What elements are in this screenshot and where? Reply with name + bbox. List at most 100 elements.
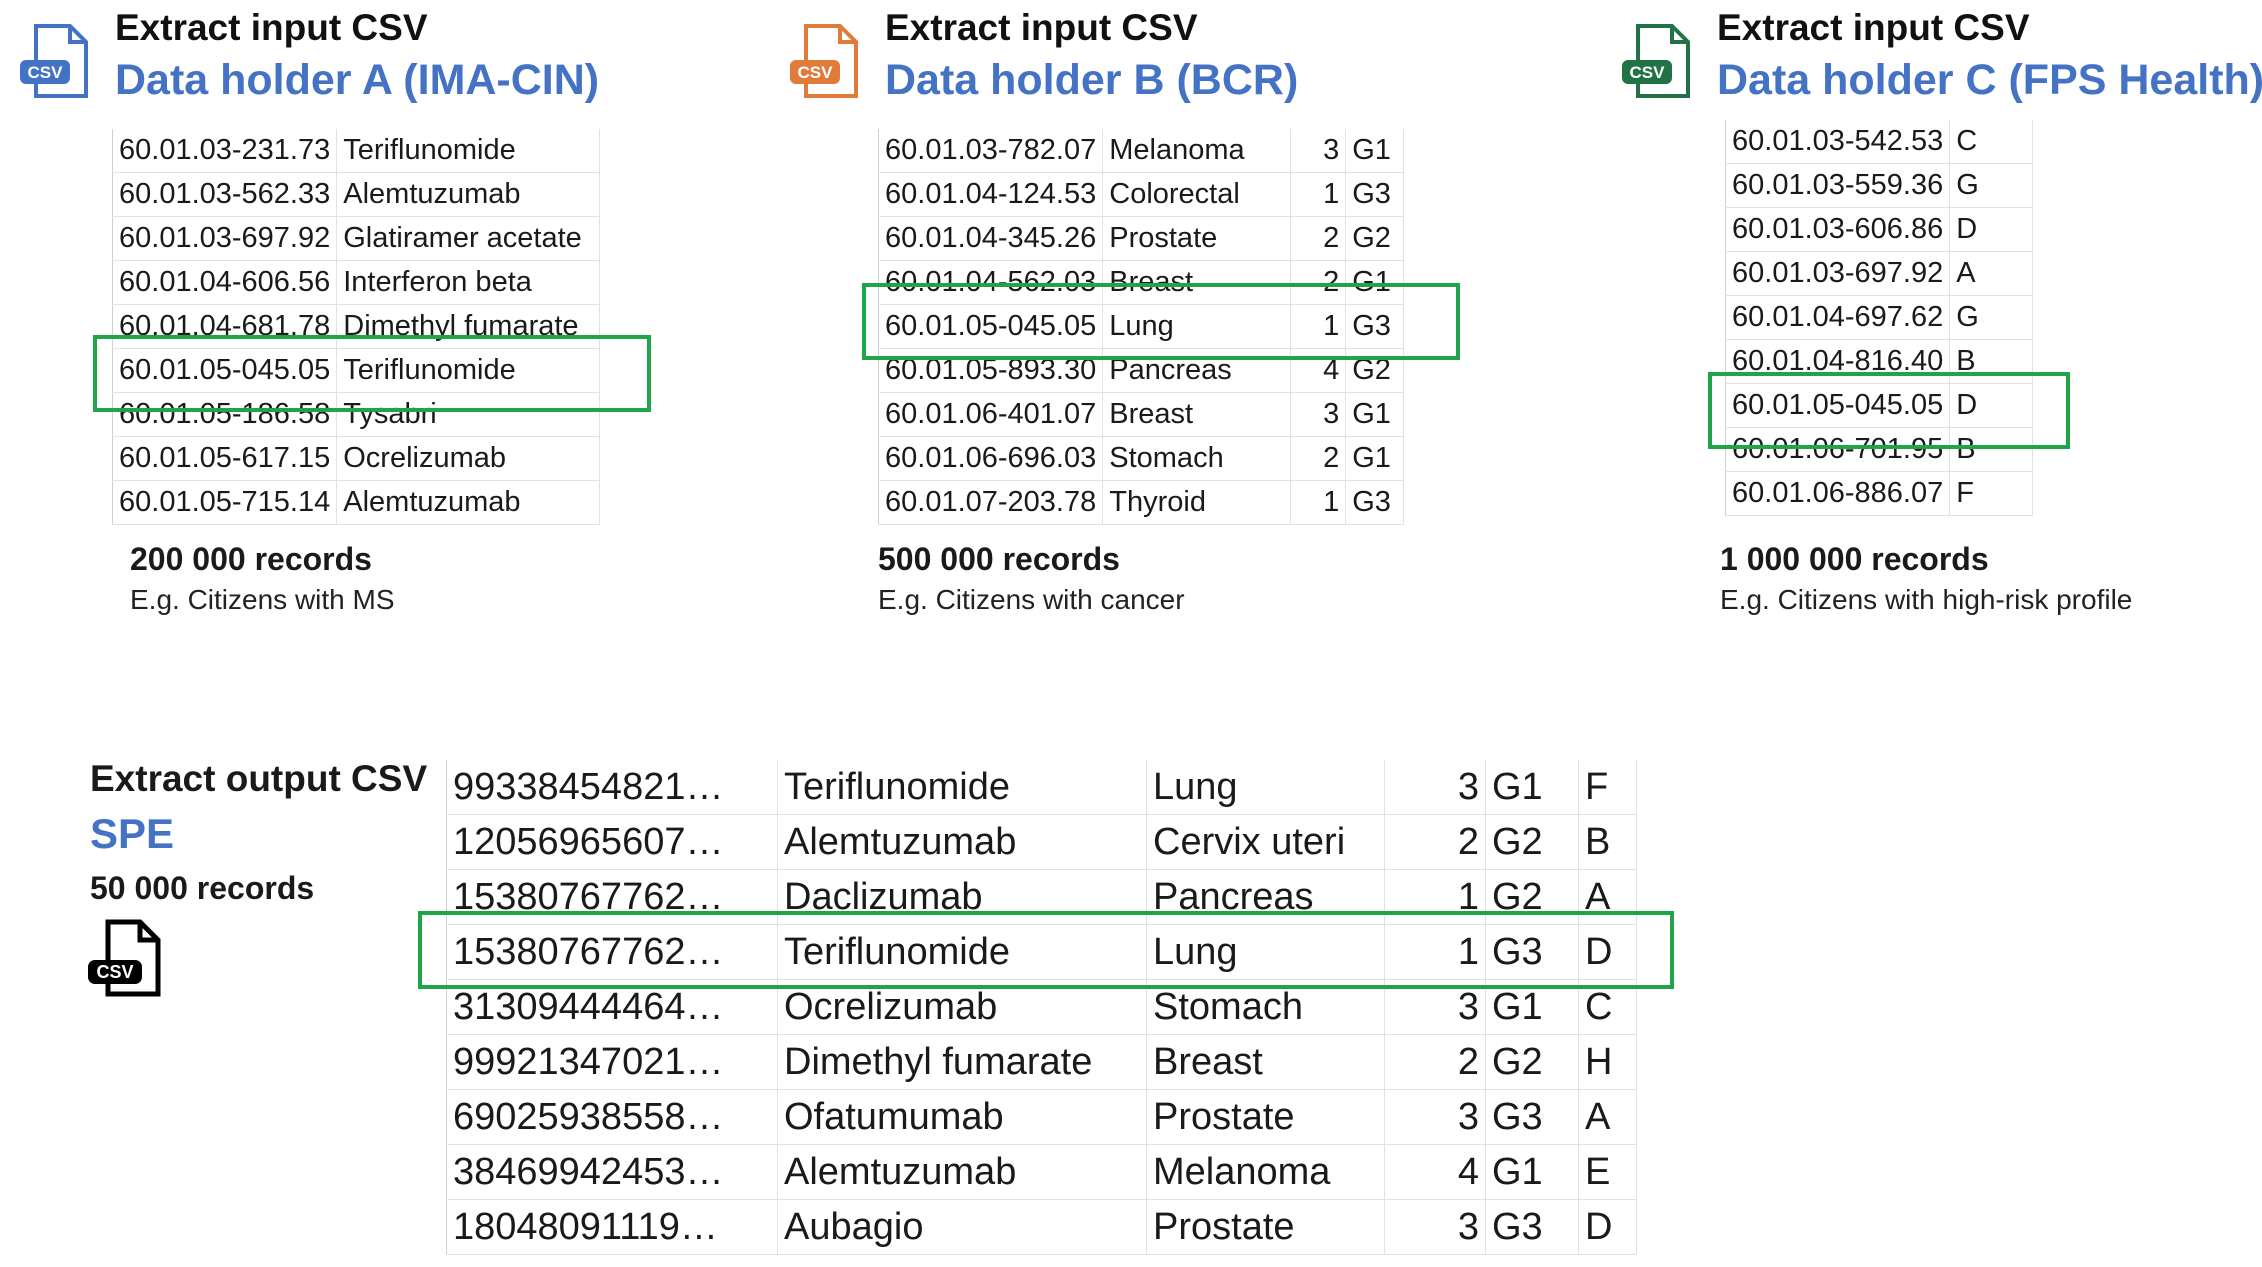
table-cell: 60.01.05-715.14 [111,480,338,525]
table-cell: Dimethyl fumarate [777,1034,1147,1090]
table-cell: Ocrelizumab [336,436,601,481]
csv-file-icon-output: CSV [88,919,161,997]
table-cell: D [1949,383,2034,428]
table-cell: 3 [1384,1089,1486,1145]
table-cell: 2 [1384,1034,1486,1090]
table-cell: G2 [1485,869,1579,925]
table-cell: G1 [1345,129,1405,173]
table-cell: Alemtuzumab [336,480,601,525]
table-cell: Aubagio [777,1199,1147,1255]
table-row: 60.01.03-542.53 C [1724,120,2034,164]
holder-c-stats: 1 000 000 records E.g. Citizens with hig… [1720,538,2132,620]
table-cell: 60.01.03-542.53 [1724,120,1951,164]
holder-a-records: 200 000 records [130,541,372,577]
holder-a-stats: 200 000 records E.g. Citizens with MS [130,538,395,620]
table-row: 60.01.04-816.40 B [1724,339,2034,384]
table-cell: 4 [1290,348,1347,393]
table-cell: 3 [1384,979,1486,1035]
table-cell: 15380767762… [446,924,778,980]
holder-a-heading: Extract input CSV Data holder A (IMA-CIN… [115,2,599,106]
table-cell: Melanoma [1146,1144,1385,1200]
table-row: 99921347021… Dimethyl fumarate Breast 2 G2 H [446,1034,1637,1090]
table-cell: Alemtuzumab [777,1144,1147,1200]
table-cell: 1 [1384,869,1486,925]
table-row: 60.01.04-562.03 Breast 2 G1 [877,260,1405,305]
holder-b-title: Extract input CSV [885,7,1198,48]
output-name: SPE [90,810,175,857]
table-cell: Alemtuzumab [336,172,601,217]
table-cell: Alemtuzumab [777,814,1147,870]
table-cell: Prostate [1102,216,1292,261]
csv-file-icon-b: CSV [790,24,858,98]
table-cell: G1 [1485,979,1579,1035]
table-cell: 12056965607… [446,814,778,870]
table-cell: Cervix uteri [1146,814,1385,870]
table-row: 18048091119… Aubagio Prostate 3 G3 D [446,1199,1637,1255]
table-cell: 60.01.05-617.15 [111,436,338,481]
table-cell: G3 [1345,172,1405,217]
table-cell: 60.01.04-345.26 [877,216,1104,261]
table-cell: 15380767762… [446,869,778,925]
holder-c-name: Data holder C (FPS Health) [1717,56,2262,104]
table-cell: Thyroid [1102,480,1292,525]
table-cell: C [1578,979,1637,1035]
table-row: 15380767762… Daclizumab Pancreas 1 G2 A [446,869,1637,925]
table-cell: G1 [1345,436,1405,481]
table-row: 60.01.05-715.14 Alemtuzumab [111,480,601,525]
holder-c-example: E.g. Citizens with high-risk profile [1720,584,2133,615]
table-cell: Melanoma [1102,129,1292,173]
holder-a-title: Extract input CSV [115,7,428,48]
table-row: 60.01.06-886.07 F [1724,471,2034,516]
table-cell: Lung [1146,760,1385,815]
table-cell: 2 [1384,814,1486,870]
table-cell: 4 [1384,1144,1486,1200]
table-row: 60.01.04-124.53 Colorectal 1 G3 [877,172,1405,217]
table-row: 60.01.03-697.92 A [1724,251,2034,296]
table-cell: 60.01.04-562.03 [877,260,1104,305]
holder-b-table: 60.01.03-782.07 Melanoma 3 G1 60.01.04-124.… [877,129,1405,525]
holder-a-name: Data holder A (IMA-CIN) [115,56,600,104]
table-cell: 1 [1290,304,1347,349]
table-cell: G1 [1345,392,1405,437]
table-cell: G3 [1485,1089,1579,1145]
table-cell: 1 [1290,172,1347,217]
table-cell: 2 [1290,216,1347,261]
table-cell: Teriflunomide [336,348,601,393]
table-cell: 60.01.05-045.05 [877,304,1104,349]
table-row: 15380767762… Teriflunomide Lung 1 G3 D [446,924,1637,980]
table-row: 60.01.06-401.07 Breast 3 G1 [877,392,1405,437]
table-cell: 60.01.04-816.40 [1724,339,1951,384]
table-cell: G2 [1485,1034,1579,1090]
table-cell: 69025938558… [446,1089,778,1145]
table-cell: 60.01.03-697.92 [111,216,338,261]
table-cell: F [1578,760,1637,815]
table-row: 60.01.03-697.92 Glatiramer acetate [111,216,601,261]
table-row: 60.01.05-045.05 D [1724,383,2034,428]
table-cell: G3 [1345,480,1405,525]
table-cell: Interferon beta [336,260,601,305]
table-cell: Stomach [1102,436,1292,481]
table-row: 60.01.03-559.36 G [1724,163,2034,208]
table-row: 38469942453… Alemtuzumab Melanoma 4 G1 E [446,1144,1637,1200]
holder-a-example: E.g. Citizens with MS [130,584,395,615]
table-cell: Pancreas [1102,348,1292,393]
output-heading: Extract output CSV SPE 50 000 records [90,752,427,914]
table-cell: B [1949,427,2034,472]
table-cell: A [1578,869,1637,925]
table-cell: 60.01.03-606.86 [1724,207,1951,252]
holder-c-heading: Extract input CSV Data holder C (FPS Hea… [1717,2,2262,106]
table-cell: 60.01.04-606.56 [111,260,338,305]
table-cell: H [1578,1034,1637,1090]
table-cell: A [1949,251,2034,296]
table-cell: Ofatumumab [777,1089,1147,1145]
output-table: 99338454821… Teriflunomide Lung 3 G1 F 120569… [446,760,1637,1255]
table-cell: 3 [1384,760,1486,815]
holder-b-records: 500 000 records [878,541,1120,577]
table-cell: Teriflunomide [336,129,601,173]
table-cell: C [1949,120,2034,164]
table-row: 60.01.04-345.26 Prostate 2 G2 [877,216,1405,261]
table-row: 60.01.03-562.33 Alemtuzumab [111,172,601,217]
table-cell: G1 [1345,260,1405,305]
table-row: 69025938558… Ofatumumab Prostate 3 G3 A [446,1089,1637,1145]
table-cell: Prostate [1146,1089,1385,1145]
